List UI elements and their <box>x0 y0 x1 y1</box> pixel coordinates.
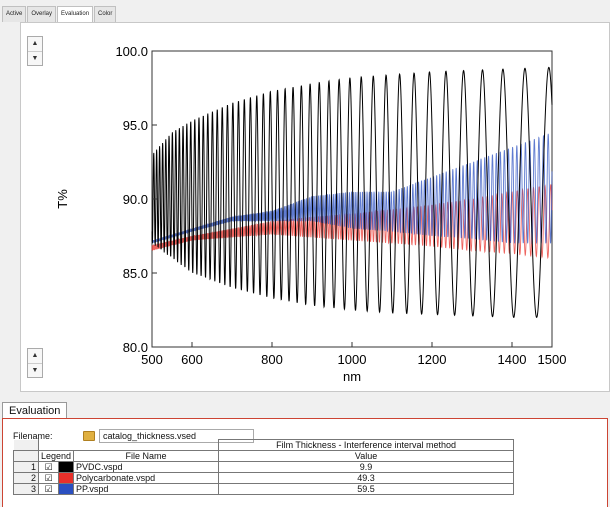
x-tick-label: 1400 <box>498 352 527 367</box>
header-spacer <box>37 439 220 451</box>
y-tick-label: 80.0 <box>123 340 148 355</box>
color-swatch[interactable] <box>58 461 75 473</box>
tab-evaluation-panel[interactable]: Evaluation <box>2 402 68 419</box>
evaluation-panel: Filename: catalog_thickness.vsed Film Th… <box>2 418 608 507</box>
y-tick-label: 95.0 <box>123 118 148 133</box>
tab-overlay[interactable]: Overlay <box>27 6 57 22</box>
legend-header: Legend <box>37 450 75 462</box>
file-name-header: File Name <box>73 450 220 462</box>
tab-color[interactable]: Color <box>94 6 117 22</box>
view-tabs: Active Overlay Evaluation Color <box>0 6 117 22</box>
x-tick-label: 800 <box>261 352 283 367</box>
y-max-spinner[interactable]: ▲ ▼ <box>27 36 43 66</box>
spectrum-chart: 500 600 800 1000 1200 1400 1500 80.0 85.0 90.0 95.… <box>55 44 567 384</box>
color-swatch[interactable] <box>58 472 75 484</box>
x-tick-label: 1500 <box>538 352 567 367</box>
y-tick-label: 90.0 <box>123 192 148 207</box>
file-name: PP.vspd <box>73 483 220 495</box>
tab-evaluation[interactable]: Evaluation <box>57 6 94 22</box>
file-name: PVDC.vspd <box>73 461 220 473</box>
legend-checkbox[interactable]: ☑ <box>37 472 60 484</box>
legend-checkbox[interactable]: ☑ <box>37 461 60 473</box>
method-header: Film Thickness - Interference interval m… <box>218 439 515 451</box>
file-name: Polycarbonate.vspd <box>73 472 220 484</box>
spin-up-icon[interactable]: ▲ <box>31 352 39 360</box>
x-tick-label: 600 <box>181 352 203 367</box>
x-tick-label: 1000 <box>338 352 367 367</box>
spin-up-icon[interactable]: ▲ <box>31 40 39 48</box>
y-tick-label: 100.0 <box>115 44 148 59</box>
table-row[interactable]: 1 ☑ PVDC.vspd 9.9 <box>13 461 515 473</box>
row-number: 2 <box>13 472 39 484</box>
table-row[interactable]: 3 ☑ PP.vspd 59.5 <box>13 483 515 495</box>
tab-active[interactable]: Active <box>2 6 27 22</box>
value-header: Value <box>218 450 515 462</box>
y-tick-label: 85.0 <box>123 266 148 281</box>
results-table: Film Thickness - Interference interval m… <box>13 439 515 495</box>
row-header-blank <box>13 450 39 462</box>
table-row[interactable]: 2 ☑ Polycarbonate.vspd 49.3 <box>13 472 515 484</box>
series-line <box>151 66 553 319</box>
y-min-spinner[interactable]: ▲ ▼ <box>27 348 43 378</box>
color-swatch[interactable] <box>58 483 75 495</box>
corner-cell <box>13 439 39 451</box>
thickness-value: 49.3 <box>218 472 515 484</box>
spin-down-icon[interactable]: ▼ <box>28 50 42 66</box>
row-number: 3 <box>13 483 39 495</box>
x-tick-label: 500 <box>141 352 163 367</box>
x-axis-label: nm <box>343 369 361 384</box>
y-axis-label: T% <box>55 189 70 209</box>
thickness-value: 9.9 <box>218 461 515 473</box>
row-number: 1 <box>13 461 39 473</box>
thickness-value: 59.5 <box>218 483 515 495</box>
legend-checkbox[interactable]: ☑ <box>37 483 60 495</box>
x-tick-label: 1200 <box>418 352 447 367</box>
spin-down-icon[interactable]: ▼ <box>28 362 42 378</box>
filename-label: Filename: <box>13 431 53 441</box>
